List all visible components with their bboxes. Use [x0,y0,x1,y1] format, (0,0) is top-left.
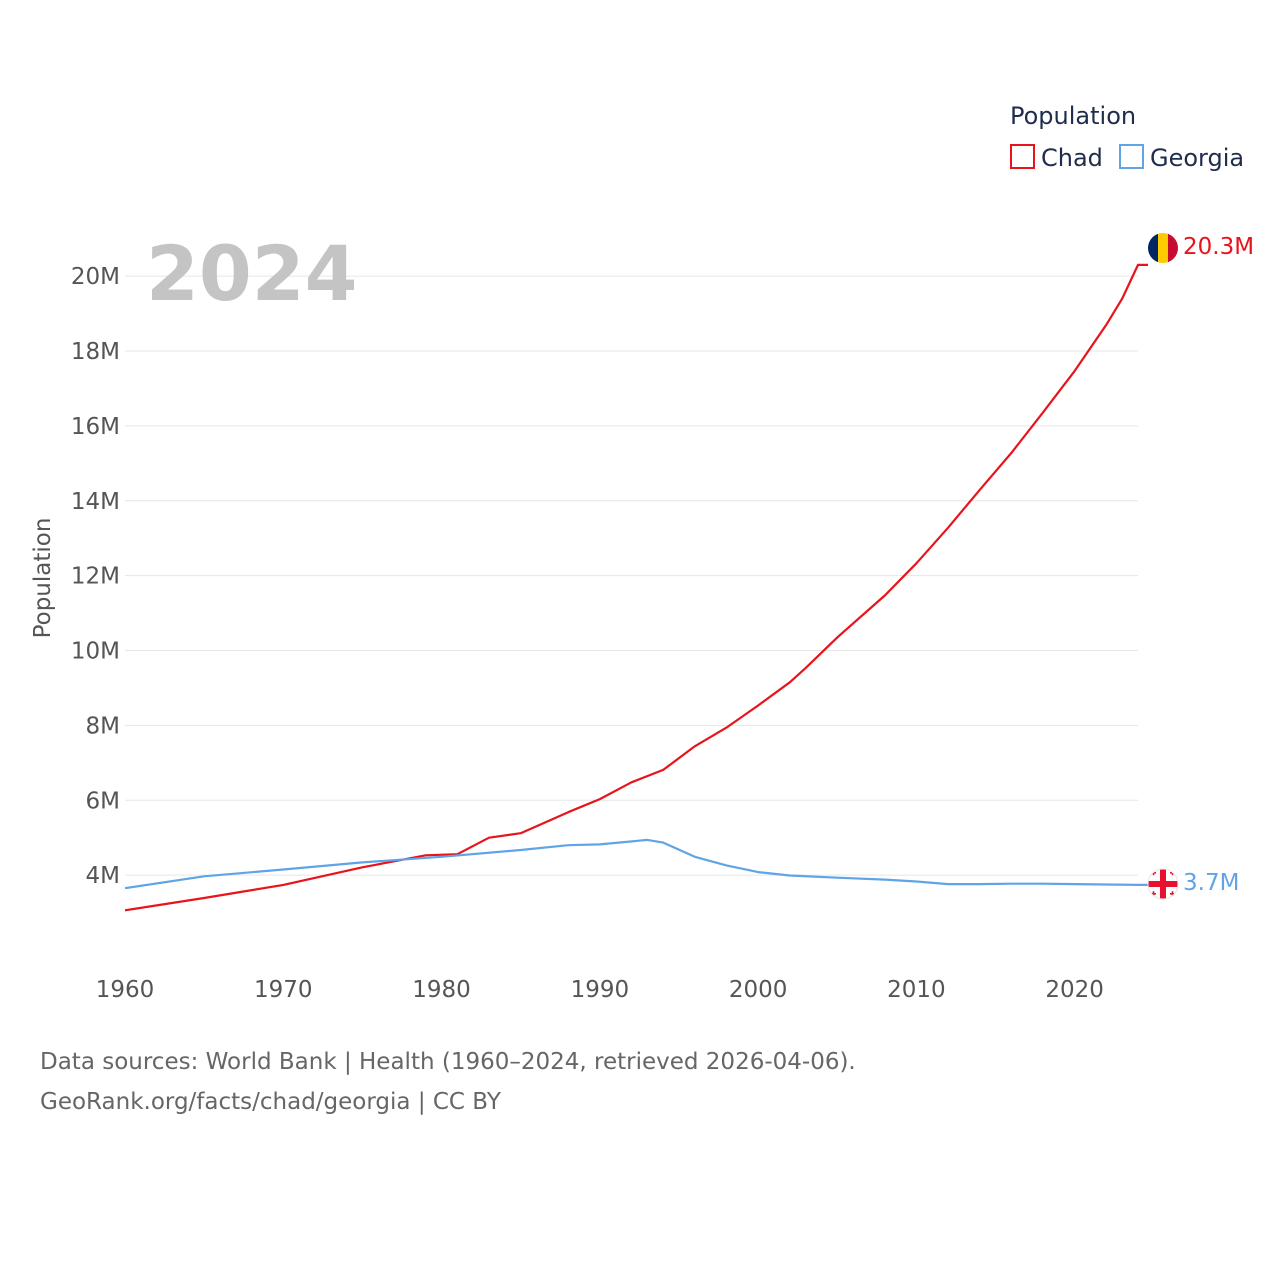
y-tick-label: 14M [71,489,120,515]
legend-swatch-chad [1010,144,1035,169]
x-axis-ticks: 1960 1970 1980 1990 2000 2010 2020 [96,977,1104,1003]
gridlines [125,275,1138,876]
legend-item-georgia[interactable]: Georgia [1119,144,1244,172]
legend: Population Chad Georgia [1010,102,1244,172]
y-tick-label: 4M [86,863,120,889]
x-tick-label: 1990 [571,977,630,1003]
georgia-flag-icon [1147,868,1179,900]
source-line-link[interactable]: GeoRank.org/facts/chad/georgia | CC BY [40,1089,501,1115]
series-lines [124,263,1148,912]
x-tick-label: 2020 [1045,977,1104,1003]
x-tick-label: 1970 [254,977,313,1003]
y-tick-label: 10M [71,639,120,665]
y-tick-label: 20M [71,264,120,290]
y-tick-label: 16M [71,414,120,440]
year-label: 2024 [146,229,358,318]
series-line-chad [124,263,1148,912]
y-tick-label: 6M [86,788,120,814]
source-note: Data sources: World Bank | Health (1960–… [40,1042,856,1122]
legend-label-chad: Chad [1041,144,1103,172]
y-axis-label: Population [30,518,56,639]
x-tick-label: 2000 [729,977,788,1003]
legend-item-chad[interactable]: Chad [1010,144,1103,172]
legend-label-georgia: Georgia [1150,144,1244,172]
legend-title: Population [1010,102,1136,130]
y-axis-ticks: 4M 6M 8M 10M 12M 14M 16M 18M 20M [71,264,120,889]
x-tick-label: 2010 [887,977,946,1003]
y-tick-label: 12M [71,564,120,590]
end-label-georgia: 3.7M [1183,870,1239,896]
legend-swatch-georgia [1119,144,1144,169]
end-label-chad: 20.3M [1183,234,1254,260]
x-tick-label: 1980 [412,977,471,1003]
y-tick-label: 18M [71,339,120,365]
x-tick-label: 1960 [96,977,155,1003]
y-tick-label: 8M [86,713,120,739]
source-line-data: Data sources: World Bank | Health (1960–… [40,1049,856,1075]
chad-flag-icon [1148,233,1178,263]
series-line-georgia [124,838,1148,890]
